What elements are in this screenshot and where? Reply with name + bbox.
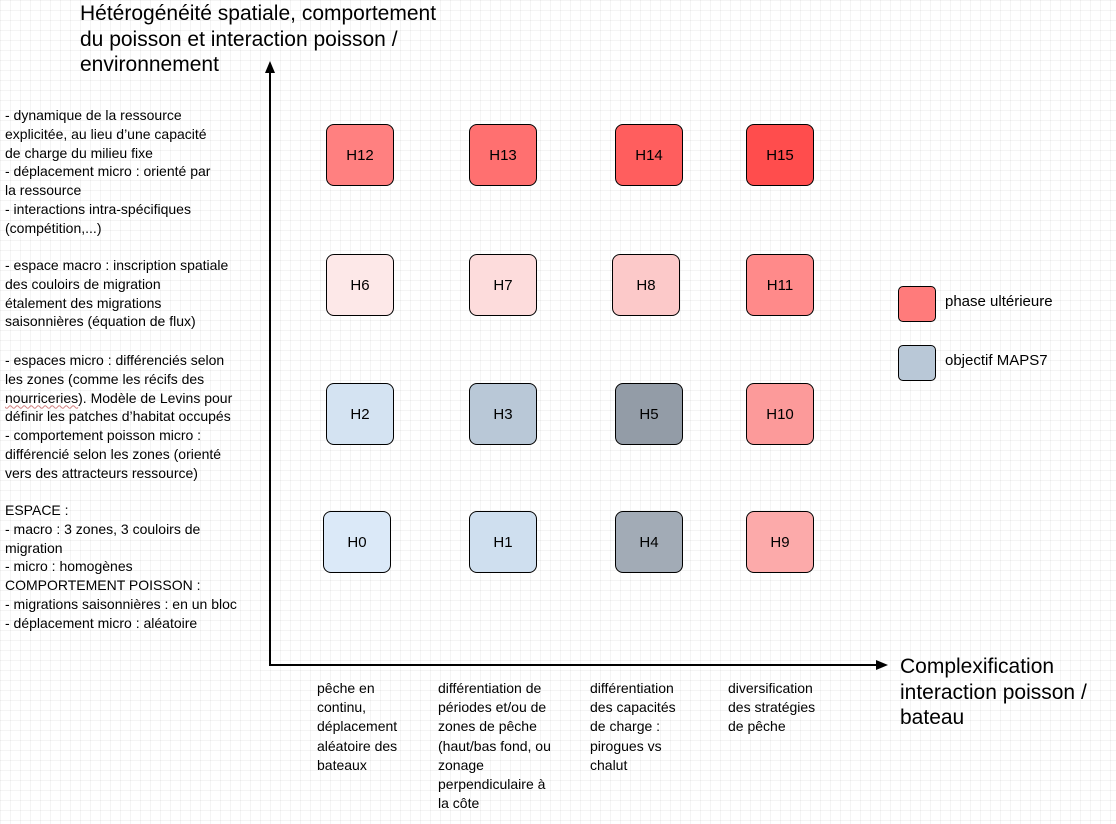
hypothesis-box-h14: H14 <box>615 124 683 186</box>
hypothesis-box-h8: H8 <box>612 254 680 316</box>
legend-label-later-phase: phase ultérieure <box>945 293 1053 310</box>
spellcheck-flagged-word: nourriceries <box>5 389 79 406</box>
row-description-micro-space-start: - espaces micro : différenciés selon les… <box>5 352 225 387</box>
x-axis-title: Complexification interaction poisson / b… <box>900 655 1087 729</box>
hypothesis-box-h15: H15 <box>746 124 814 186</box>
hypothesis-box-h5: H5 <box>615 383 683 445</box>
hypothesis-box-h10: H10 <box>746 383 814 445</box>
hypothesis-box-h13: H13 <box>469 124 537 186</box>
column-description-fishing-periods-zones: différentiation de périodes et/ou de zon… <box>438 680 551 812</box>
row-description-resource-dynamics: - dynamique de la ressource explicitée, … <box>5 107 211 236</box>
row-description-micro-space-end: ). Modèle de Levins pour définir les pat… <box>5 389 233 481</box>
hypothesis-box-h7: H7 <box>469 254 537 316</box>
column-description-carrying-capacities: différentiation des capacités de charge … <box>590 680 676 773</box>
hypothesis-box-h4: H4 <box>615 511 683 573</box>
hypothesis-box-h11: H11 <box>746 254 814 316</box>
hypothesis-box-h2: H2 <box>326 383 394 445</box>
legend-swatch-maps7-objective <box>898 345 936 381</box>
row-description-macro-space: - espace macro : inscription spatiale de… <box>5 257 229 330</box>
legend-label-maps7-objective: objectif MAPS7 <box>945 352 1048 369</box>
hypothesis-box-h3: H3 <box>469 383 537 445</box>
hypothesis-box-h9: H9 <box>746 511 814 573</box>
hypothesis-box-h1: H1 <box>469 511 537 573</box>
column-description-continuous-fishing: pêche en continu, déplacement aléatoire … <box>317 680 398 773</box>
hypothesis-box-h12: H12 <box>326 124 394 186</box>
row-description-micro-space: - espaces micro : différenciés selon les… <box>5 351 232 483</box>
legend-swatch-later-phase <box>898 286 936 322</box>
hypothesis-box-h6: H6 <box>326 254 394 316</box>
y-axis-arrowhead <box>265 61 275 73</box>
row-description-baseline: ESPACE : - macro : 3 zones, 3 couloirs d… <box>5 502 237 631</box>
y-axis-title: Hétérogénéité spatiale, comportement du … <box>80 2 437 76</box>
hypothesis-box-h0: H0 <box>323 511 391 573</box>
x-axis-arrowhead <box>876 660 888 670</box>
column-description-fishing-strategies: diversification des stratégies de pêche <box>728 680 816 735</box>
